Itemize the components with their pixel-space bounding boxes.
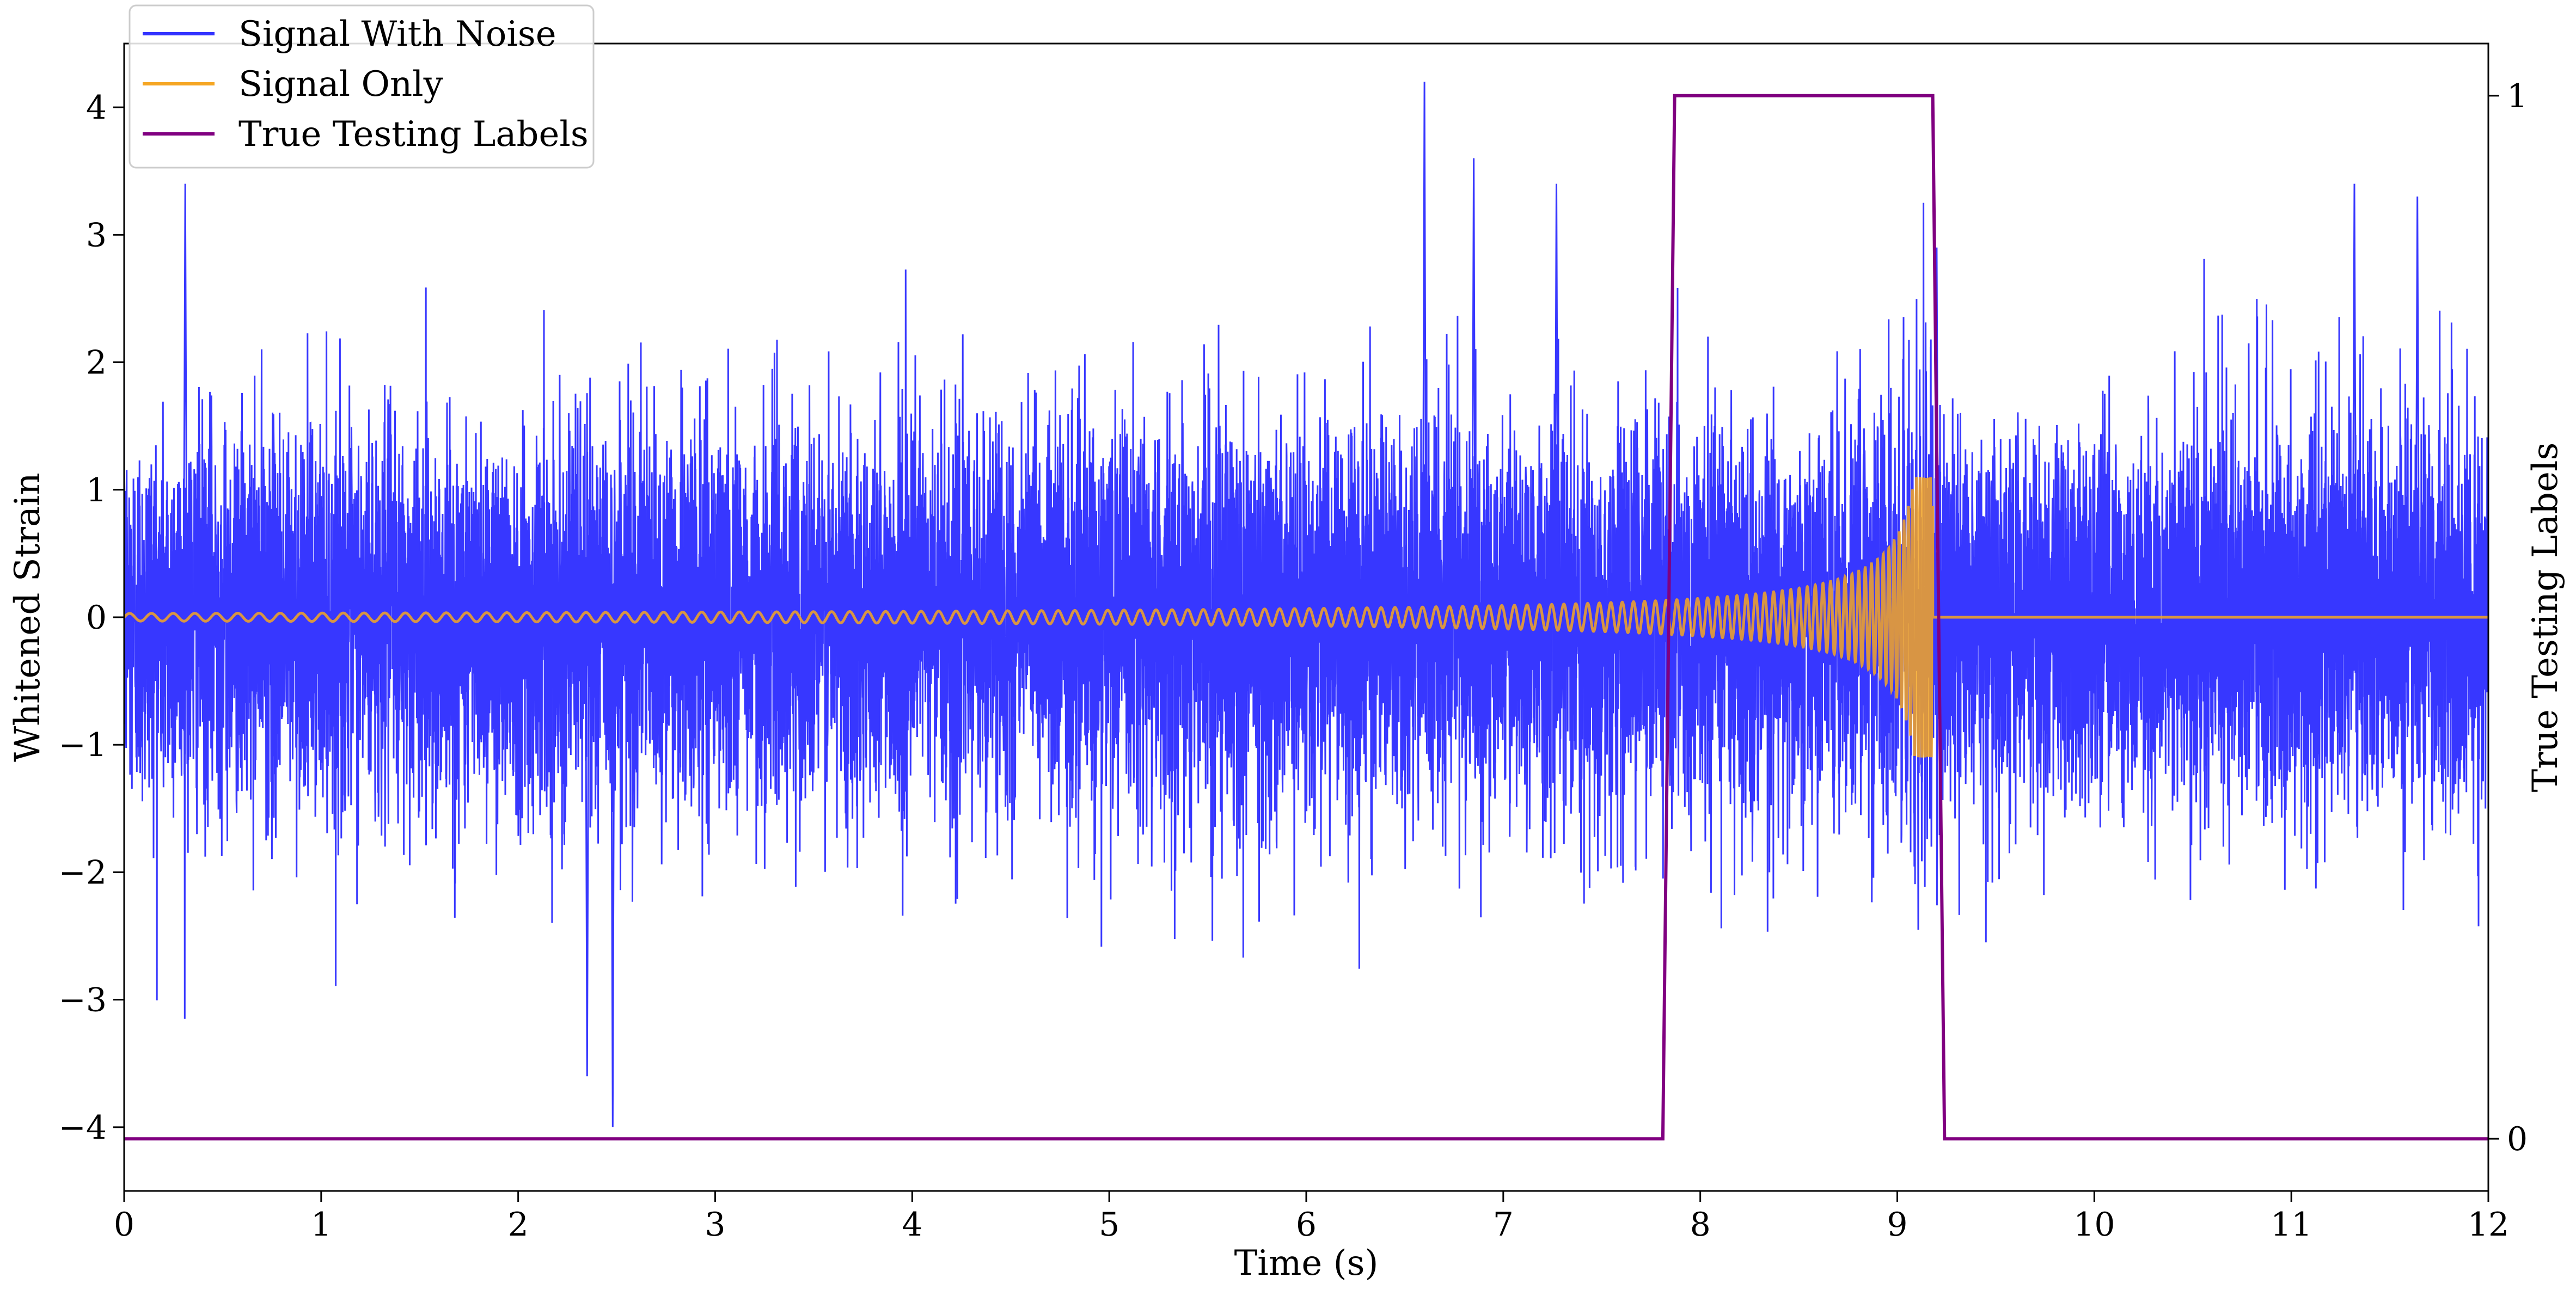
x-tick-label: 9 [1887,1206,1907,1244]
legend-label-signal-only: Signal Only [238,64,443,105]
x-tick-label: 10 [2073,1206,2115,1244]
line-true-testing-labels [124,94,2488,1141]
legend-label-signal-with-noise: Signal With Noise [238,14,556,54]
y-tick-label: −1 [59,726,107,764]
y2-tick-label: 1 [2507,77,2528,115]
x-tick-label: 7 [1493,1206,1514,1244]
line-signal-with-noise [124,82,2488,1127]
legend-box [129,4,595,169]
x-tick-label: 11 [2271,1206,2312,1244]
y-tick-label: 2 [86,344,107,382]
y-tick-label: −4 [59,1109,107,1147]
y-axis-title: Whitened Strain [8,472,48,761]
y-tick-label: 0 [86,599,107,637]
x-axis-title: Time (s) [1234,1243,1379,1283]
y-axis-left: −4 −3 −2 −1 0 1 2 3 4 [59,89,124,1147]
y-axis-right: 01 [2488,77,2528,1158]
y-tick-label: −2 [59,853,107,892]
x-tick-label: 0 [114,1206,134,1244]
x-tick-label: 3 [705,1206,725,1244]
y-tick-label: −3 [59,981,107,1019]
legend: Signal With Noise Signal Only True Testi… [129,4,595,169]
series-signal-with-noise [124,82,2488,1127]
x-tick-label: 12 [2468,1206,2509,1244]
y-tick-label: 1 [86,471,107,509]
legend-label-true-testing-labels: True Testing Labels [238,114,589,155]
series-true-testing-labels [124,94,2488,1141]
x-tick-label: 4 [902,1206,922,1244]
x-tick-label: 2 [508,1206,529,1244]
series-signal-only [124,477,2488,758]
x-tick-label: 8 [1690,1206,1711,1244]
x-axis: 0 1 2 3 4 5 6 7 8 9 10 11 12 [114,1191,2509,1244]
y-tick-label: 4 [86,89,107,127]
x-tick-label: 6 [1296,1206,1317,1244]
y2-tick-label: 0 [2507,1120,2528,1158]
x-tick-label: 1 [311,1206,332,1244]
y2-axis-title: True Testing Labels [2525,443,2566,793]
x-tick-label: 5 [1099,1206,1119,1244]
line-signal-only [124,477,2488,758]
y-tick-label: 3 [86,216,107,254]
